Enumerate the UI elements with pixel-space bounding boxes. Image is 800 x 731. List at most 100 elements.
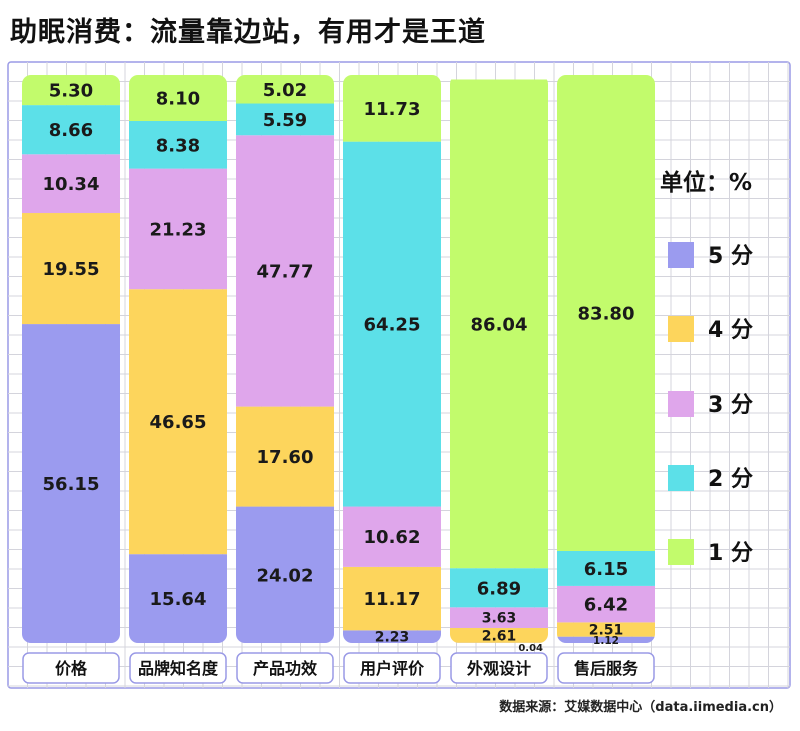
- bar-segment: [22, 154, 120, 214]
- data-label: 8.10: [156, 89, 200, 110]
- legend: 单位：% 5 分 4 分 3 分 2 分 1 分: [660, 169, 753, 566]
- category-box: [450, 652, 548, 684]
- bar-segment: [236, 103, 334, 136]
- data-label: 56.15: [43, 474, 100, 495]
- bar-segment: [450, 642, 548, 643]
- data-label: 47.77: [257, 261, 314, 282]
- chart-title: 助眠消费：流量靠边站，有用才是王道: [10, 17, 486, 48]
- bar-segment: [343, 506, 441, 567]
- data-label: 24.02: [257, 565, 314, 586]
- data-label: 46.65: [150, 412, 207, 433]
- category-label: 售后服务: [574, 659, 639, 678]
- legend-label: 2 分: [708, 467, 753, 492]
- bar-segment: [557, 636, 655, 643]
- data-label: 11.73: [364, 99, 421, 120]
- legend-swatch: [668, 391, 694, 417]
- bar-segment: [450, 627, 548, 643]
- category-label: 外观设计: [466, 659, 531, 678]
- category-label: 品牌知名度: [138, 659, 219, 678]
- bar-segment: [557, 622, 655, 637]
- category-box: [236, 652, 334, 684]
- bar-segment: [450, 79, 548, 569]
- bar-segment: [22, 213, 120, 325]
- bar-segment: [557, 585, 655, 623]
- bar-segment: [129, 121, 227, 169]
- data-label: 5.30: [49, 81, 93, 102]
- data-label: 8.38: [156, 135, 200, 156]
- data-label: 2.51: [589, 623, 624, 639]
- bar-segments: [557, 75, 655, 643]
- data-label: 19.55: [43, 259, 100, 280]
- bar-segment: [236, 506, 334, 643]
- bar-group-1: 56.15 19.55 10.34 8.66 5.30 价格: [22, 75, 120, 684]
- legend-label: 5 分: [708, 244, 753, 269]
- data-label: 6.15: [584, 559, 628, 580]
- bar-segments: [450, 79, 548, 643]
- bar-segments: [236, 75, 334, 643]
- bar-segment: [22, 324, 120, 643]
- data-label: 17.60: [257, 447, 314, 468]
- data-label: 83.80: [578, 303, 635, 324]
- legend-item: 4 分: [668, 316, 753, 343]
- data-label: 11.17: [364, 589, 421, 610]
- category-box: [129, 652, 227, 684]
- data-label: 6.89: [477, 578, 521, 599]
- legend-label: 3 分: [708, 393, 753, 418]
- bar-segment: [343, 75, 441, 142]
- bar-group-2: 15.64 46.65 21.23 8.38 8.10 品牌知名度: [129, 75, 227, 684]
- category-label: 产品功效: [253, 659, 317, 678]
- bar-segments: [129, 75, 227, 643]
- data-label: 10.34: [43, 174, 100, 195]
- bar-segments: [22, 75, 120, 643]
- bar-segment: [450, 607, 548, 628]
- bar-group-4: 2.23 11.17 10.62 64.25 11.73 用户评价: [343, 75, 441, 684]
- bar-segment: [450, 568, 548, 608]
- legend-swatch: [668, 465, 694, 491]
- data-label: 21.23: [150, 219, 207, 240]
- category-box: [557, 652, 655, 684]
- bar-segment: [236, 75, 334, 104]
- bar-segment: [22, 105, 120, 155]
- category-box: [22, 652, 120, 684]
- legend-item: 2 分: [668, 465, 753, 492]
- legend-swatch: [668, 316, 694, 342]
- legend-item: 3 分: [668, 391, 753, 418]
- data-label: 1.12: [593, 635, 619, 647]
- category-label: 价格: [55, 659, 88, 678]
- data-label: 15.64: [150, 589, 207, 610]
- data-label: 6.42: [584, 595, 628, 616]
- bar-segment: [129, 75, 227, 122]
- bar-segment: [129, 168, 227, 290]
- data-source: 数据来源：艾媒数据中心（data.iimedia.cn）: [499, 700, 782, 715]
- data-label: 5.02: [263, 80, 307, 101]
- category-label: 用户评价: [360, 659, 425, 678]
- data-label: 5.59: [263, 110, 307, 131]
- bar-segment: [22, 75, 120, 106]
- bar-group-3: 24.02 17.60 47.77 5.59 5.02 产品功效: [236, 75, 334, 684]
- bar-segment: [557, 550, 655, 586]
- bar-segment: [343, 141, 441, 507]
- bar-segment: [343, 630, 441, 643]
- legend-swatch: [668, 242, 694, 268]
- bar-segments: [343, 75, 441, 643]
- legend-label: 4 分: [708, 318, 753, 343]
- data-label: 10.62: [364, 527, 421, 548]
- bar-group-5: 0.042.613.63 6.89 86.04 外观设计: [450, 79, 548, 684]
- legend-swatch: [668, 539, 694, 565]
- data-label: 64.25: [364, 315, 421, 336]
- legend-item: 5 分: [668, 242, 753, 269]
- legend-item: 1 分: [668, 539, 753, 566]
- bar-segment: [129, 554, 227, 643]
- bar-segment: [236, 135, 334, 407]
- data-label: 8.66: [49, 120, 93, 141]
- bar-segment: [343, 566, 441, 631]
- data-label: 2.61: [482, 628, 517, 644]
- bar-group-6: 1.122.51 6.42 6.15 83.80 售后服务: [557, 75, 655, 684]
- data-label: 0.04: [518, 643, 543, 654]
- unit-label: 单位：%: [660, 169, 752, 196]
- data-label: 2.23: [375, 630, 410, 646]
- legend-label: 1 分: [708, 541, 753, 566]
- bar-segment: [236, 406, 334, 507]
- data-label: 86.04: [471, 314, 528, 335]
